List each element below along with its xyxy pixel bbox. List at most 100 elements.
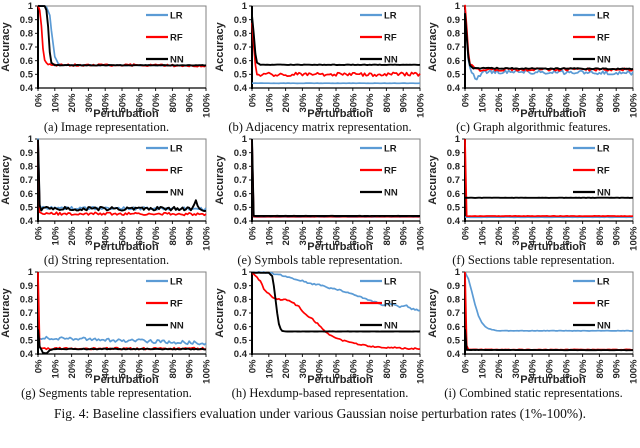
svg-text:0%: 0% <box>461 226 472 240</box>
series-line-LR <box>251 271 420 312</box>
chart-canvas: 0.40.50.60.70.80.910% 10% 20% 30% 40% 50% 60% 7… <box>0 267 213 386</box>
subplot-h-caption: (h) Hexdump-based representation. <box>231 386 409 400</box>
y-axis-label: Accuracy <box>214 154 226 204</box>
svg-text:20%: 20% <box>281 226 292 246</box>
series-line-NN <box>250 138 420 218</box>
subplot-f-caption: (f) Sections table representation. <box>452 253 615 267</box>
subplot-e-caption: (e) Symbols table representation. <box>237 253 403 267</box>
subplot-c-caption: (c) Graph algorithmic features. <box>456 120 611 134</box>
legend-label-NN: NN <box>170 188 184 199</box>
svg-text:0.8: 0.8 <box>233 295 246 306</box>
svg-text:0%: 0% <box>461 93 472 107</box>
svg-text:50%: 50% <box>118 93 129 113</box>
svg-text:0.4: 0.4 <box>20 83 34 94</box>
svg-text:60%: 60% <box>348 226 359 246</box>
svg-text:0.9: 0.9 <box>447 281 460 292</box>
svg-text:0.9: 0.9 <box>233 281 246 292</box>
svg-text:0.5: 0.5 <box>20 203 34 214</box>
svg-text:0.5: 0.5 <box>233 70 247 81</box>
y-axis-label: Accuracy <box>214 287 226 337</box>
svg-text:20%: 20% <box>281 93 292 113</box>
svg-text:80%: 80% <box>381 359 392 379</box>
svg-text:50%: 50% <box>331 226 342 246</box>
svg-text:100%: 100% <box>629 359 640 384</box>
legend-label-LR: LR <box>384 144 397 155</box>
svg-text:0.9: 0.9 <box>447 15 460 26</box>
svg-text:90%: 90% <box>612 359 623 379</box>
svg-text:50%: 50% <box>331 93 342 113</box>
chart-canvas: 0.40.50.60.70.80.910% 10% 20% 30% 40% 50% 60% 7… <box>427 1 640 120</box>
legend-label-LR: LR <box>170 11 183 22</box>
svg-text:40%: 40% <box>314 359 325 379</box>
svg-text:20%: 20% <box>494 359 505 379</box>
svg-text:20%: 20% <box>494 226 505 246</box>
chart-g-canvas: 0.4 0.5 0.6 0.7 0.8 0.9 1 0% 10% 20% 30% 40% 50% 60% 7… <box>0 267 213 386</box>
svg-text:10%: 10% <box>264 359 275 379</box>
svg-text:90%: 90% <box>398 93 409 113</box>
x-axis-label: Perturbation <box>93 374 159 386</box>
x-axis-label: Perturbation <box>93 241 159 253</box>
subplot-b: 0.4 0.5 0.6 0.7 0.8 0.9 1 0% 10% 20% 30% 40% 50% 60% 7… <box>213 1 427 135</box>
series-line-LR <box>464 9 634 81</box>
subplot-a-caption: (a) Image representation. <box>43 120 170 134</box>
svg-text:0.6: 0.6 <box>233 56 246 67</box>
svg-text:40%: 40% <box>314 93 325 113</box>
legend-label-NN: NN <box>170 321 184 332</box>
svg-text:70%: 70% <box>365 226 376 246</box>
svg-text:60%: 60% <box>134 93 145 113</box>
svg-text:60%: 60% <box>348 93 359 113</box>
chart-i-canvas: 0.4 0.5 0.6 0.7 0.8 0.9 1 0% 10% 20% 30% 40% 50% 60% 7… <box>427 267 640 386</box>
subplot-d: 0.4 0.5 0.6 0.7 0.8 0.9 1 0% 10% 20% 30% 40% 50% 60% 7… <box>0 134 213 268</box>
chart-c-canvas: 0.4 0.5 0.6 0.7 0.8 0.9 1 0% 10% 20% 30% 40% 50% 60% 7… <box>427 1 640 120</box>
svg-text:0.6: 0.6 <box>447 56 460 67</box>
svg-text:0%: 0% <box>247 359 258 373</box>
svg-text:10%: 10% <box>477 226 488 246</box>
svg-text:10%: 10% <box>50 93 61 113</box>
legend-label-RF: RF <box>384 166 397 177</box>
svg-text:60%: 60% <box>134 359 145 379</box>
svg-text:40%: 40% <box>314 226 325 246</box>
legend-label-LR: LR <box>597 11 610 22</box>
svg-text:0%: 0% <box>34 359 45 373</box>
svg-text:0.4: 0.4 <box>233 83 247 94</box>
svg-text:0.6: 0.6 <box>447 322 460 333</box>
chart-canvas: 0.40.50.60.70.80.910% 10% 20% 30% 40% 50% 60% 7… <box>214 267 427 386</box>
svg-text:1: 1 <box>455 135 461 145</box>
svg-text:100%: 100% <box>202 359 213 384</box>
svg-text:40%: 40% <box>528 93 539 113</box>
y-axis-label: Accuracy <box>214 21 226 71</box>
x-axis-label: Perturbation <box>307 241 373 253</box>
legend-label-LR: LR <box>170 144 183 155</box>
svg-text:1: 1 <box>28 268 34 278</box>
subplot-d-caption: (d) String representation. <box>43 253 170 267</box>
chart-e-canvas: 0.4 0.5 0.6 0.7 0.8 0.9 1 0% 10% 20% 30% 40% 50% 60% 7… <box>214 134 427 253</box>
series-line-RF <box>250 22 421 78</box>
svg-text:0.8: 0.8 <box>233 162 246 173</box>
svg-text:0.8: 0.8 <box>233 29 246 40</box>
svg-text:0.4: 0.4 <box>20 349 34 360</box>
svg-text:100%: 100% <box>415 93 426 118</box>
series-line-NN <box>464 329 634 352</box>
svg-text:0.7: 0.7 <box>447 42 460 53</box>
legend-label-RF: RF <box>384 33 397 44</box>
svg-text:0.8: 0.8 <box>447 295 460 306</box>
svg-text:0.6: 0.6 <box>20 322 33 333</box>
svg-text:0.6: 0.6 <box>447 189 460 200</box>
chart-canvas: 0.40.50.60.70.80.910% 10% 20% 30% 40% 50% 60% 7… <box>427 134 640 253</box>
svg-text:30%: 30% <box>84 93 95 113</box>
svg-text:70%: 70% <box>151 93 162 113</box>
y-axis-label: Accuracy <box>427 154 439 204</box>
svg-text:0.9: 0.9 <box>20 15 33 26</box>
svg-text:0.7: 0.7 <box>20 42 33 53</box>
svg-text:20%: 20% <box>67 359 78 379</box>
svg-text:100%: 100% <box>629 93 640 118</box>
svg-text:0.5: 0.5 <box>20 336 34 347</box>
svg-text:70%: 70% <box>578 93 589 113</box>
legend-label-RF: RF <box>170 299 183 310</box>
svg-text:0%: 0% <box>247 93 258 107</box>
legend-label-NN: NN <box>597 188 611 199</box>
svg-text:0.7: 0.7 <box>20 308 33 319</box>
svg-text:60%: 60% <box>348 359 359 379</box>
legend-label-RF: RF <box>170 166 183 177</box>
y-axis-label: Accuracy <box>0 154 12 204</box>
